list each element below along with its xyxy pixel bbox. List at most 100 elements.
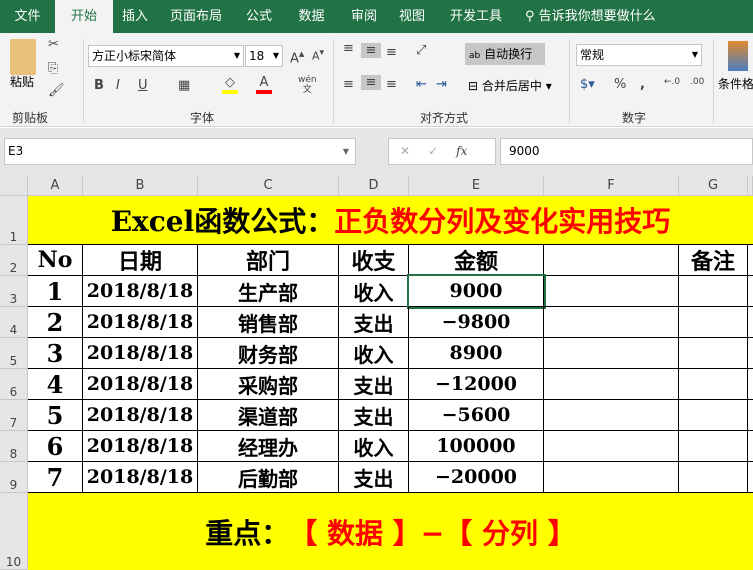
cell-A3[interactable]: 1 — [28, 276, 83, 307]
cell-C9[interactable]: 后勤部 — [198, 462, 339, 493]
row-header-2[interactable]: 2 — [0, 245, 28, 276]
cell-B8[interactable]: 2018/8/18 — [83, 431, 198, 462]
paste-icon[interactable] — [10, 39, 36, 75]
accounting-format-icon[interactable]: $▾ — [580, 77, 595, 92]
decrease-indent-icon[interactable]: ⇤ — [416, 77, 427, 92]
increase-decimal-icon[interactable]: ←.0 — [664, 77, 681, 87]
tab-6[interactable]: 审阅 — [350, 9, 377, 24]
cell-C6[interactable]: 采购部 — [198, 369, 339, 400]
cell-A8[interactable]: 6 — [28, 431, 83, 462]
cell-G7[interactable] — [679, 400, 748, 431]
decrease-font-icon[interactable]: A▾ — [312, 47, 325, 63]
footer-cell[interactable]: 重点：【 数据 】−【 分列 】 — [28, 493, 753, 570]
row-header-4[interactable]: 4 — [0, 307, 28, 338]
cell-C5[interactable]: 财务部 — [198, 338, 339, 369]
cut-icon[interactable]: ✂ — [48, 37, 59, 52]
cell-B9[interactable]: 2018/8/18 — [83, 462, 198, 493]
number-format-select[interactable]: 常规 ▼ — [576, 44, 702, 66]
cell-A9[interactable]: 7 — [28, 462, 83, 493]
phonetic-icon[interactable]: wén 文 — [298, 75, 317, 95]
cell-D8[interactable]: 收入 — [339, 431, 409, 462]
column-header-G[interactable]: G — [679, 176, 748, 196]
row-header-6[interactable]: 6 — [0, 369, 28, 400]
column-header-B[interactable]: B — [83, 176, 198, 196]
font-color-icon[interactable]: A — [256, 75, 272, 94]
fill-color-icon[interactable]: ◇ — [222, 75, 238, 94]
tab-8[interactable]: 开发工具 — [449, 9, 502, 24]
comma-button[interactable]: , — [640, 77, 645, 92]
cancel-icon[interactable]: ✕ — [400, 144, 411, 158]
bold-button[interactable]: B — [94, 78, 104, 93]
cell-F6[interactable] — [544, 369, 679, 400]
header-cell-A[interactable]: No — [28, 245, 83, 276]
header-cell-G[interactable]: 备注 — [679, 245, 748, 276]
cell-E7[interactable]: −5600 — [409, 400, 544, 431]
cell-A6[interactable]: 4 — [28, 369, 83, 400]
cell-G5[interactable] — [679, 338, 748, 369]
row-header-7[interactable]: 7 — [0, 400, 28, 431]
underline-button[interactable]: U — [138, 78, 148, 93]
cell-D6[interactable]: 支出 — [339, 369, 409, 400]
orientation-icon[interactable]: ⤢ — [416, 43, 427, 58]
align-center-icon[interactable]: ≡ — [361, 75, 381, 90]
paste-button[interactable]: 粘贴 — [10, 75, 35, 89]
cell-D3[interactable]: 收入 — [339, 276, 409, 307]
cell-F3[interactable] — [544, 276, 679, 307]
header-cell-B[interactable]: 日期 — [83, 245, 198, 276]
italic-button[interactable]: I — [116, 78, 120, 93]
conditional-format-icon[interactable] — [728, 41, 748, 71]
increase-indent-icon[interactable]: ⇥ — [436, 77, 447, 92]
row-header-10[interactable]: 10 — [0, 493, 28, 570]
tab-3[interactable]: 页面布局 — [169, 9, 222, 24]
column-header-C[interactable]: C — [198, 176, 339, 196]
wrap-text-button[interactable]: ab 自动换行 — [465, 43, 545, 65]
cell-B7[interactable]: 2018/8/18 — [83, 400, 198, 431]
row-header-9[interactable]: 9 — [0, 462, 28, 493]
cell-B4[interactable]: 2018/8/18 — [83, 307, 198, 338]
cell-E9[interactable]: −20000 — [409, 462, 544, 493]
cell-G8[interactable] — [679, 431, 748, 462]
cell-D9[interactable]: 支出 — [339, 462, 409, 493]
header-cell-F[interactable] — [544, 245, 679, 276]
tab-7[interactable]: 视图 — [398, 9, 425, 24]
decrease-decimal-icon[interactable]: .00 — [690, 77, 705, 87]
column-header-E[interactable]: E — [409, 176, 544, 196]
cell-E6[interactable]: −12000 — [409, 369, 544, 400]
cell-E5[interactable]: 8900 — [409, 338, 544, 369]
column-header-F[interactable]: F — [544, 176, 679, 196]
cell-G9[interactable] — [679, 462, 748, 493]
cell-D4[interactable]: 支出 — [339, 307, 409, 338]
cell-A4[interactable]: 2 — [28, 307, 83, 338]
align-middle-icon[interactable]: ≡ — [361, 43, 381, 58]
cell-F4[interactable] — [544, 307, 679, 338]
align-right-icon[interactable]: ≡ — [386, 77, 397, 92]
cell-G4[interactable] — [679, 307, 748, 338]
cell-F7[interactable] — [544, 400, 679, 431]
cell-C8[interactable]: 经理办 — [198, 431, 339, 462]
conditional-format-button[interactable]: 条件格 — [718, 77, 753, 91]
font-size-select[interactable]: 18 ▼ — [245, 45, 283, 67]
row-header-1[interactable]: 1 — [0, 196, 28, 245]
cell-B5[interactable]: 2018/8/18 — [83, 338, 198, 369]
select-all-corner[interactable] — [0, 176, 28, 196]
tab-5[interactable]: 数据 — [298, 9, 325, 24]
percent-button[interactable]: % — [614, 77, 627, 92]
formula-input[interactable]: 9000 — [500, 138, 753, 165]
tell-me-search[interactable]: ⚲ 告诉我你想要做什么 — [525, 9, 656, 24]
increase-font-icon[interactable]: A▴ — [290, 47, 305, 67]
header-cell-D[interactable]: 收支 — [339, 245, 409, 276]
cell-E3[interactable]: 9000 — [407, 274, 546, 309]
row-header-3[interactable]: 3 — [0, 276, 28, 307]
cell-F5[interactable] — [544, 338, 679, 369]
cell-D5[interactable]: 收入 — [339, 338, 409, 369]
tab-0[interactable]: 文件 — [14, 9, 41, 24]
border-icon[interactable]: ▦ — [178, 78, 191, 93]
cell-G3[interactable] — [679, 276, 748, 307]
cell-C4[interactable]: 销售部 — [198, 307, 339, 338]
enter-icon[interactable]: ✓ — [428, 144, 439, 158]
format-painter-icon[interactable]: 🖌 — [48, 83, 65, 98]
cell-F9[interactable] — [544, 462, 679, 493]
column-header-D[interactable]: D — [339, 176, 409, 196]
tab-1[interactable]: 开始 — [55, 0, 113, 33]
header-cell-C[interactable]: 部门 — [198, 245, 339, 276]
